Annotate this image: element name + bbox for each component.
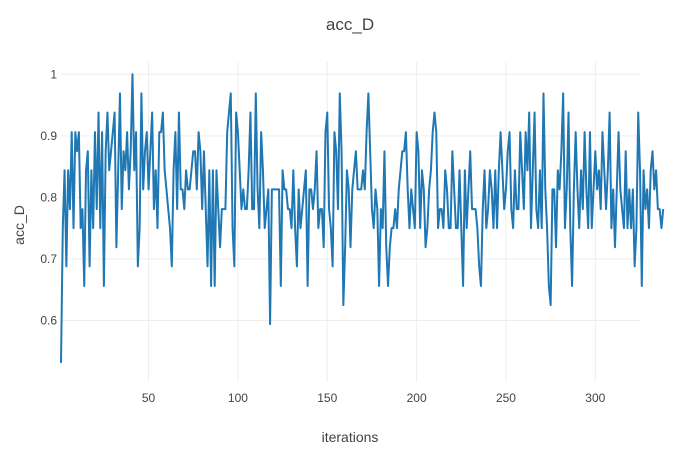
y-tick-label: 0.7: [40, 252, 57, 266]
x-tick-label: 250: [496, 391, 516, 405]
x-tick-label: 100: [228, 391, 248, 405]
y-tick-label: 0.6: [40, 313, 57, 327]
chart-title: acc_D: [326, 15, 374, 34]
x-tick-label: 50: [142, 391, 156, 405]
x-axis-title: iterations: [322, 429, 379, 445]
y-axis-title: acc_D: [11, 205, 27, 245]
y-tick-label: 0.9: [40, 129, 57, 143]
x-tick-label: 300: [585, 391, 605, 405]
series-line-0: [60, 73, 665, 363]
tick-layer: 50 100 150 200 250 300 0.6 0.7 0.8 0.9 1: [40, 67, 605, 405]
series-layer: [60, 73, 665, 363]
x-tick-label: 200: [407, 391, 427, 405]
x-tick-label: 150: [317, 391, 337, 405]
y-tick-label: 1: [50, 67, 57, 81]
y-tick-label: 0.8: [40, 190, 57, 204]
